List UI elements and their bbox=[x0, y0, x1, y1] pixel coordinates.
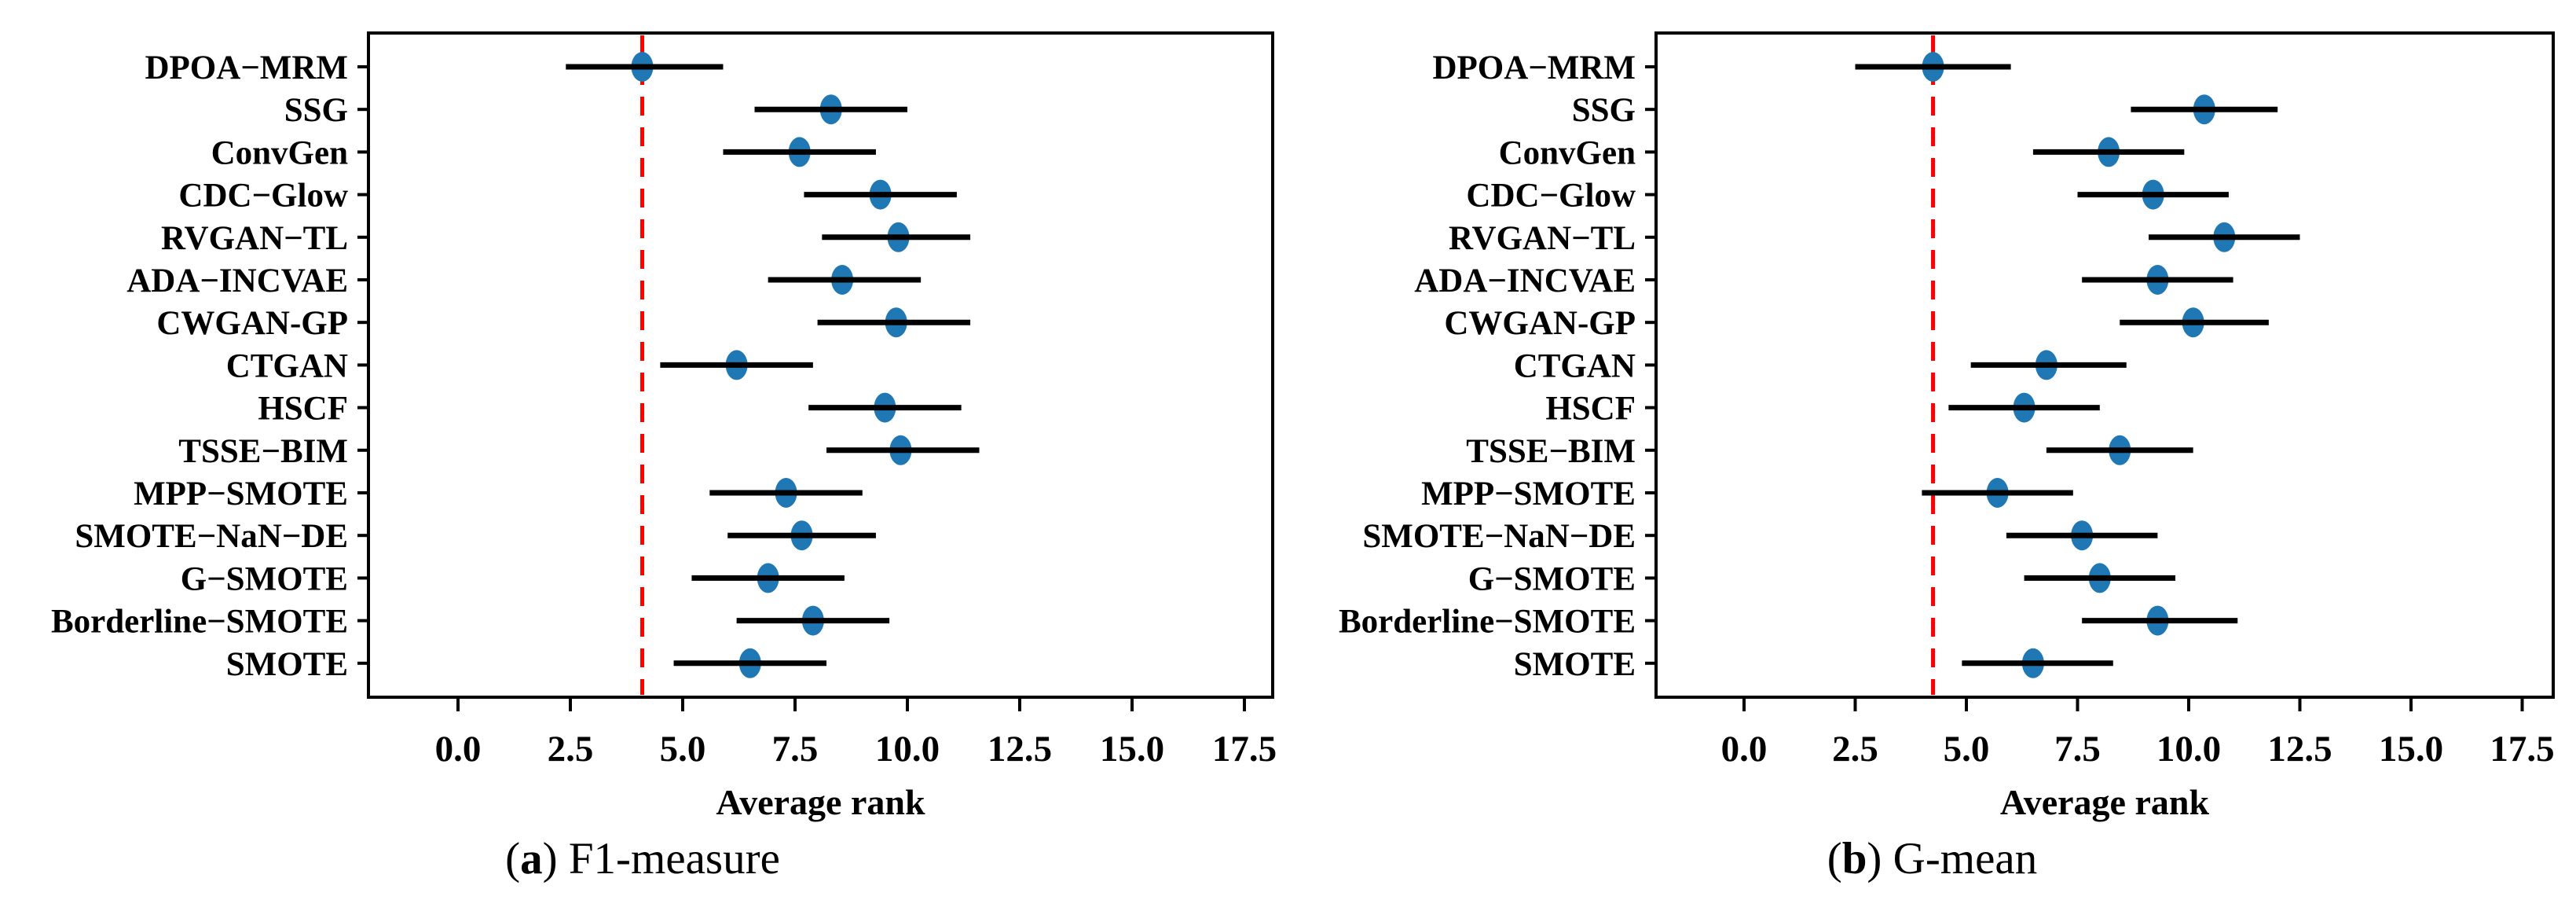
x-tick-label: 0.0 bbox=[1721, 729, 1768, 770]
category-label: RVGAN−TL bbox=[161, 220, 348, 257]
plot-g-mean: DPOA−MRM SSG ConvGen CDC−Glow RVGAN−TL ADA−IN… bbox=[1339, 31, 2555, 822]
category-label: DPOA−MRM bbox=[1432, 50, 1636, 86]
x-tick-label: 17.5 bbox=[1212, 729, 1277, 770]
x-tick-label: 15.0 bbox=[2379, 729, 2443, 770]
caption-g-mean: (b) G-mean bbox=[1288, 833, 2576, 904]
x-tick-label: 2.5 bbox=[1832, 729, 1878, 770]
category-label: CWGAN-GP bbox=[156, 305, 348, 342]
category-label: CDC−Glow bbox=[178, 178, 348, 215]
x-tick-label: 0.0 bbox=[435, 729, 482, 770]
category-label: HSCF bbox=[1545, 391, 1636, 428]
category-label: MPP−SMOTE bbox=[134, 476, 348, 512]
x-tick-label: 10.0 bbox=[2156, 729, 2221, 770]
category-label: Borderline−SMOTE bbox=[1339, 604, 1636, 641]
caption-text: F1-measure bbox=[568, 834, 780, 883]
category-label: ADA−INCVAE bbox=[1414, 263, 1636, 299]
category-label: ConvGen bbox=[211, 134, 349, 171]
category-label: Borderline−SMOTE bbox=[51, 604, 348, 641]
category-label: SSG bbox=[1572, 92, 1636, 129]
category-label: MPP−SMOTE bbox=[1421, 476, 1636, 512]
category-label: ConvGen bbox=[1499, 134, 1636, 171]
category-label: RVGAN−TL bbox=[1449, 220, 1636, 257]
x-tick-label: 10.0 bbox=[875, 729, 940, 770]
x-tick-label: 7.5 bbox=[2054, 729, 2101, 770]
category-label: DPOA−MRM bbox=[145, 50, 348, 86]
caption-letter: b bbox=[1841, 834, 1867, 883]
caption-f1-measure: (a) F1-measure bbox=[0, 833, 1285, 904]
category-label: CDC−Glow bbox=[1466, 178, 1636, 215]
category-label: SMOTE−NaN−DE bbox=[75, 518, 348, 555]
category-label: SSG bbox=[284, 92, 348, 129]
x-tick-label: 15.0 bbox=[1100, 729, 1164, 770]
x-tick-label: 7.5 bbox=[772, 729, 819, 770]
x-tick-label: 2.5 bbox=[548, 729, 594, 770]
x-tick-label: 5.0 bbox=[660, 729, 706, 770]
plot-f1-measure: DPOA−MRM SSG ConvGen CDC−Glow RVGAN−TL ADA−IN… bbox=[51, 31, 1277, 822]
caption-close-paren: ) bbox=[542, 834, 569, 883]
x-tick-label: 12.5 bbox=[2267, 729, 2332, 770]
category-label: ADA−INCVAE bbox=[126, 263, 348, 299]
category-label: TSSE−BIM bbox=[1466, 433, 1636, 470]
caption-text: G-mean bbox=[1893, 834, 2038, 883]
category-label: G−SMOTE bbox=[181, 560, 348, 597]
category-label: G−SMOTE bbox=[1468, 560, 1636, 597]
category-label: SMOTE−NaN−DE bbox=[1362, 518, 1636, 555]
category-label: CTGAN bbox=[226, 347, 348, 384]
x-axis-label: Average rank bbox=[2000, 782, 2210, 822]
caption-open-paren: ( bbox=[505, 834, 521, 883]
category-label: TSSE−BIM bbox=[178, 433, 348, 470]
category-label: SMOTE bbox=[226, 646, 348, 683]
plot-frame bbox=[367, 31, 1274, 699]
category-label: CWGAN-GP bbox=[1444, 305, 1636, 342]
caption-open-paren: ( bbox=[1827, 834, 1842, 883]
x-tick-label: 17.5 bbox=[2490, 729, 2554, 770]
category-label: HSCF bbox=[258, 391, 348, 428]
x-axis-label: Average rank bbox=[716, 782, 925, 822]
x-tick-label: 5.0 bbox=[1944, 729, 1990, 770]
category-label: SMOTE bbox=[1514, 646, 1636, 683]
category-label: CTGAN bbox=[1514, 347, 1636, 384]
caption-close-paren: ) bbox=[1867, 834, 1893, 883]
x-tick-label: 12.5 bbox=[988, 729, 1052, 770]
caption-letter: a bbox=[520, 834, 543, 883]
plot-frame bbox=[1654, 31, 2555, 699]
